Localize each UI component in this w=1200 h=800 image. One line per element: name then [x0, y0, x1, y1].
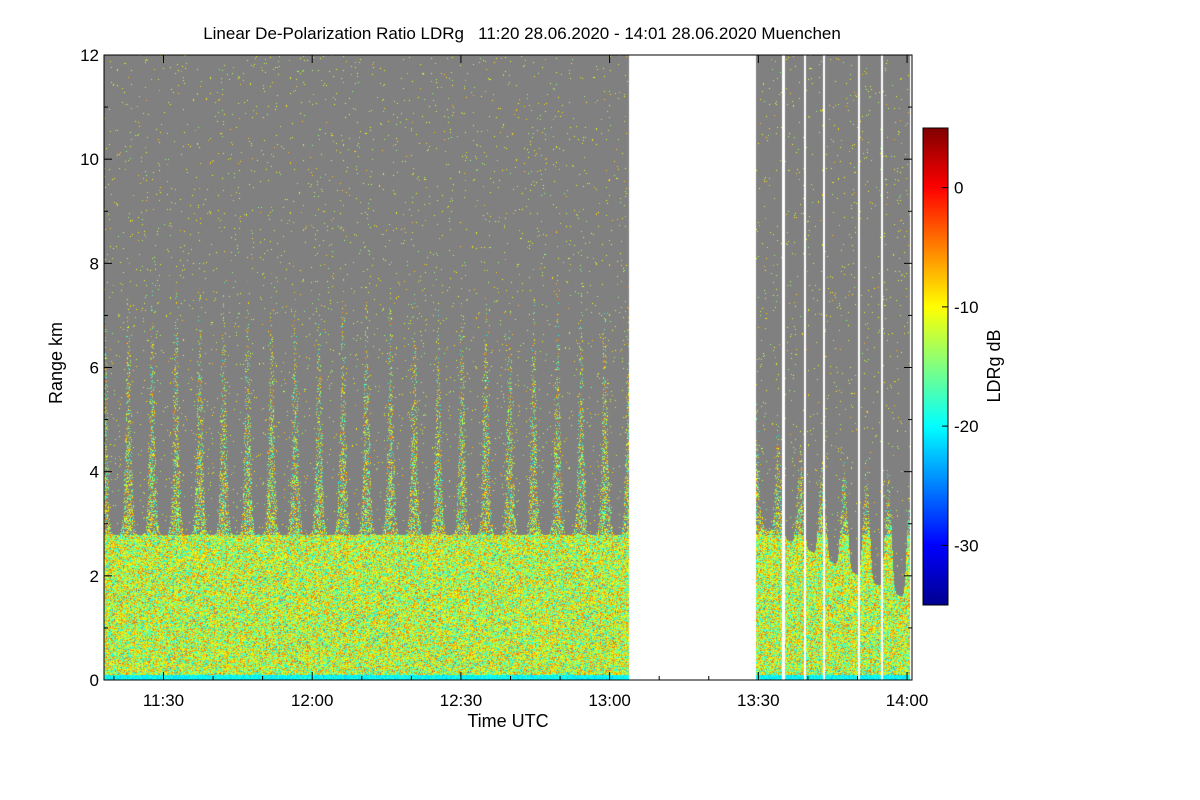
x-tick-label: 13:00	[588, 691, 631, 710]
x-tick-label: 12:00	[291, 691, 334, 710]
colorbar-label: LDRg dB	[984, 329, 1004, 402]
colorbar-tick-label: 0	[954, 179, 963, 198]
colorbar-ticks: 0 -10 -20 -30	[942, 179, 979, 555]
x-axis: 11:30 12:00 12:30 13:00 13:30 14:00	[113, 55, 929, 710]
x-axis-label: Time UTC	[467, 711, 548, 731]
y-axis: 0 2 4 6 8 10 12	[80, 46, 912, 690]
colorbar-tick-label: -30	[954, 536, 979, 555]
colorbar-tick-label: -20	[954, 417, 979, 436]
y-axis-label: Range km	[46, 322, 66, 404]
heatmap-canvas	[104, 55, 912, 680]
x-tick-label: 12:30	[440, 691, 483, 710]
colorbar: 0 -10 -20 -30 LDRg dB	[922, 127, 1004, 606]
y-tick-label: 6	[90, 359, 99, 378]
x-tick-label: 13:30	[737, 691, 780, 710]
y-tick-label: 2	[90, 567, 99, 586]
plot-area	[103, 54, 913, 681]
y-tick-label: 0	[90, 671, 99, 690]
chart-title: Linear De-Polarization Ratio LDRg 11:20 …	[203, 24, 841, 43]
colorbar-gradient	[922, 127, 949, 606]
y-tick-label: 8	[90, 254, 99, 273]
colorbar-tick-label: -10	[954, 298, 979, 317]
y-tick-label: 4	[90, 463, 99, 482]
y-tick-label: 12	[80, 46, 99, 65]
x-tick-label: 11:30	[143, 691, 184, 710]
y-tick-label: 10	[80, 150, 99, 169]
x-tick-label: 14:00	[886, 691, 929, 710]
heatmap-image-holder	[104, 55, 912, 680]
